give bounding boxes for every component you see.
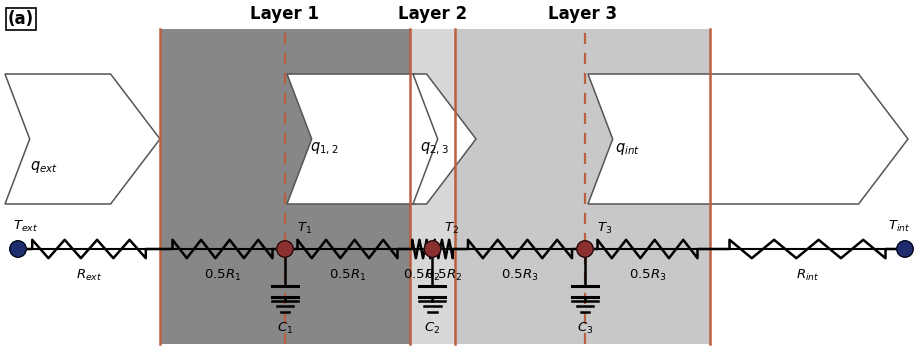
- Bar: [410, 29, 455, 344]
- Polygon shape: [5, 74, 160, 204]
- Text: $0.5R_1$: $0.5R_1$: [329, 268, 366, 283]
- Bar: [455, 29, 710, 344]
- Text: $q_{2,3}$: $q_{2,3}$: [420, 141, 449, 157]
- Polygon shape: [287, 74, 465, 204]
- Text: $R_{int}$: $R_{int}$: [796, 268, 820, 283]
- Text: $0.5R_1$: $0.5R_1$: [204, 268, 241, 283]
- Text: $T_3$: $T_3$: [597, 221, 612, 236]
- Text: $R_{ext}$: $R_{ext}$: [76, 268, 102, 283]
- Text: $C_3$: $C_3$: [577, 321, 593, 336]
- Text: $T_{ext}$: $T_{ext}$: [13, 219, 38, 234]
- Text: Layer 1: Layer 1: [250, 5, 319, 23]
- Text: $T_2$: $T_2$: [445, 221, 460, 236]
- Text: Layer 3: Layer 3: [548, 5, 617, 23]
- Circle shape: [277, 241, 294, 257]
- Text: Layer 2: Layer 2: [398, 5, 467, 23]
- Circle shape: [425, 241, 440, 257]
- Text: $0.5R_3$: $0.5R_3$: [629, 268, 666, 283]
- Polygon shape: [413, 74, 476, 204]
- Polygon shape: [588, 74, 908, 204]
- Circle shape: [10, 241, 26, 257]
- Text: $q_{ext}$: $q_{ext}$: [30, 159, 58, 175]
- Text: $0.5R_2$: $0.5R_2$: [426, 268, 462, 283]
- Circle shape: [897, 241, 913, 257]
- Text: $C_1$: $C_1$: [277, 321, 294, 336]
- Text: $0.5R_3$: $0.5R_3$: [501, 268, 539, 283]
- Text: $T_1$: $T_1$: [297, 221, 312, 236]
- Text: $C_2$: $C_2$: [425, 321, 440, 336]
- Bar: [160, 29, 410, 344]
- Circle shape: [577, 241, 593, 257]
- Text: $q_{int}$: $q_{int}$: [615, 141, 640, 157]
- Text: $0.5R_2$: $0.5R_2$: [402, 268, 440, 283]
- Text: (a): (a): [8, 10, 34, 28]
- Text: $q_{1,2}$: $q_{1,2}$: [310, 141, 339, 157]
- Text: $T_{int}$: $T_{int}$: [888, 219, 910, 234]
